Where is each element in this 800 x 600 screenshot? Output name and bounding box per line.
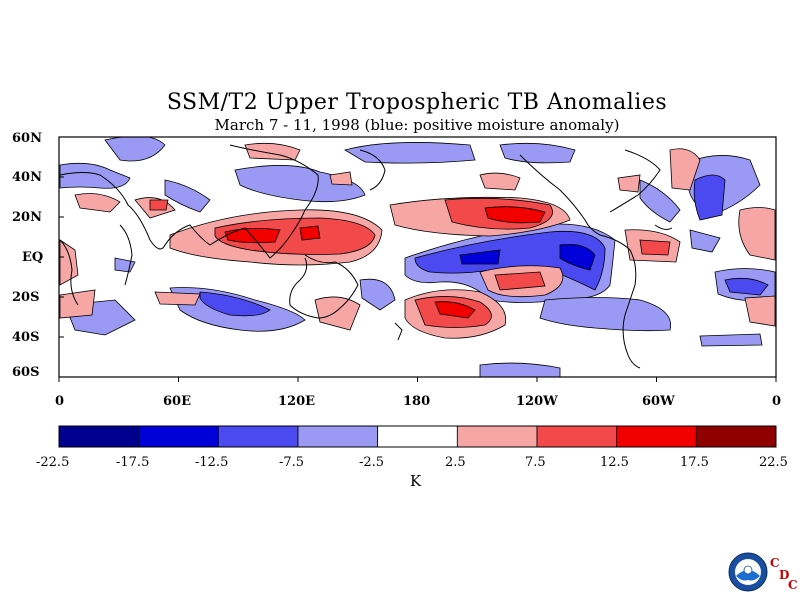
colorbar-tick-label: -17.5 bbox=[116, 455, 150, 470]
colorbar-cell bbox=[58, 425, 140, 448]
colorbar-cell bbox=[456, 425, 538, 448]
anomaly-region bbox=[74, 193, 121, 213]
colorbar-tick-label: -2.5 bbox=[359, 455, 385, 470]
anomaly-region bbox=[724, 277, 769, 296]
anomaly-region bbox=[479, 362, 561, 377]
lat-label: 60N bbox=[12, 131, 42, 146]
lon-label: 60E bbox=[163, 394, 191, 409]
coastline bbox=[609, 149, 661, 213]
anomaly-region bbox=[434, 301, 476, 319]
map-title: SSM/T2 Upper Tropospheric TB Anomalies bbox=[166, 90, 668, 115]
anomaly-region bbox=[59, 162, 131, 189]
colorbar-cell bbox=[377, 425, 458, 448]
colorbar-unit: K bbox=[410, 472, 422, 490]
anomaly-region bbox=[744, 295, 776, 327]
anomaly-region bbox=[59, 239, 79, 286]
anomaly-region bbox=[234, 165, 366, 203]
anomaly-region bbox=[689, 229, 721, 253]
coastline bbox=[59, 172, 211, 250]
lon-label: 120E bbox=[278, 394, 316, 409]
coastline bbox=[359, 149, 386, 191]
lon-label: 180 bbox=[403, 394, 431, 409]
coastline bbox=[289, 254, 359, 319]
lon-label: 120W bbox=[516, 394, 558, 409]
anomaly-region bbox=[359, 278, 396, 311]
coastline bbox=[599, 234, 641, 369]
lat-label: 20S bbox=[12, 290, 40, 305]
map-subtitle: March 7 - 11, 1998 (blue: positive moist… bbox=[214, 116, 620, 134]
anomaly-region bbox=[414, 231, 606, 291]
anomaly-region bbox=[199, 291, 271, 317]
colorbar-tick-label: 22.5 bbox=[759, 455, 788, 470]
lat-label: 40S bbox=[12, 330, 40, 345]
anomaly-region bbox=[104, 137, 166, 162]
coastline bbox=[519, 154, 601, 236]
anomaly-region bbox=[639, 179, 681, 223]
colorbar-tick-label: -12.5 bbox=[195, 455, 229, 470]
anomaly-region bbox=[164, 179, 211, 213]
colorbar-tick-label: 7.5 bbox=[525, 455, 546, 470]
anomaly-region bbox=[479, 172, 521, 191]
anomaly-region bbox=[738, 207, 776, 261]
colorbar-cell bbox=[217, 425, 299, 448]
anomaly-region bbox=[149, 199, 169, 211]
colorbar-cell bbox=[297, 425, 379, 448]
colorbar-cell bbox=[138, 425, 219, 448]
anomaly-region bbox=[329, 171, 353, 186]
cdc-letter: C bbox=[770, 556, 780, 570]
lon-label: 0 bbox=[55, 394, 65, 409]
anomaly-region bbox=[499, 142, 576, 164]
colorbar-tick-label: 12.5 bbox=[600, 455, 629, 470]
anomaly-region bbox=[559, 244, 596, 271]
anomaly-region bbox=[244, 142, 301, 161]
coastline bbox=[654, 224, 673, 230]
anomaly-region bbox=[669, 148, 701, 191]
cdc-letter: C bbox=[788, 578, 798, 592]
colorbar-tick-label: -22.5 bbox=[36, 455, 70, 470]
lat-label: EQ bbox=[22, 250, 44, 265]
coastline bbox=[59, 239, 79, 306]
colorbar-tick-label: 2.5 bbox=[445, 455, 466, 470]
cdc-letter: D bbox=[779, 568, 790, 582]
anomaly-region bbox=[539, 297, 672, 332]
anomaly-region bbox=[617, 174, 641, 193]
anomaly-region bbox=[494, 271, 546, 291]
anomaly-region bbox=[693, 174, 726, 221]
color-bar bbox=[58, 425, 777, 448]
anomaly-region bbox=[214, 217, 376, 255]
colorbar-tick-label: -7.5 bbox=[279, 455, 305, 470]
lon-label: 0 bbox=[772, 394, 782, 409]
coastline bbox=[394, 322, 403, 341]
anomaly-region bbox=[484, 206, 546, 224]
noaa-logo bbox=[728, 552, 768, 592]
anomaly-region bbox=[299, 225, 321, 241]
lat-label: 40N bbox=[12, 170, 42, 185]
coastline bbox=[119, 224, 133, 286]
anomaly-region bbox=[699, 333, 763, 347]
anomaly-region bbox=[459, 249, 501, 265]
anomaly-region bbox=[154, 291, 201, 306]
anomaly-region bbox=[314, 296, 361, 331]
coastline bbox=[209, 144, 319, 259]
lat-label: 20N bbox=[12, 210, 42, 225]
colorbar-cell bbox=[536, 425, 618, 448]
lon-label: 60W bbox=[642, 394, 675, 409]
lat-label: 60S bbox=[12, 365, 40, 380]
anomaly-region bbox=[114, 257, 136, 273]
colorbar-cell bbox=[616, 425, 697, 448]
anomaly-region bbox=[639, 239, 671, 256]
colorbar-tick-label: 17.5 bbox=[680, 455, 709, 470]
colorbar-cell bbox=[695, 425, 777, 448]
